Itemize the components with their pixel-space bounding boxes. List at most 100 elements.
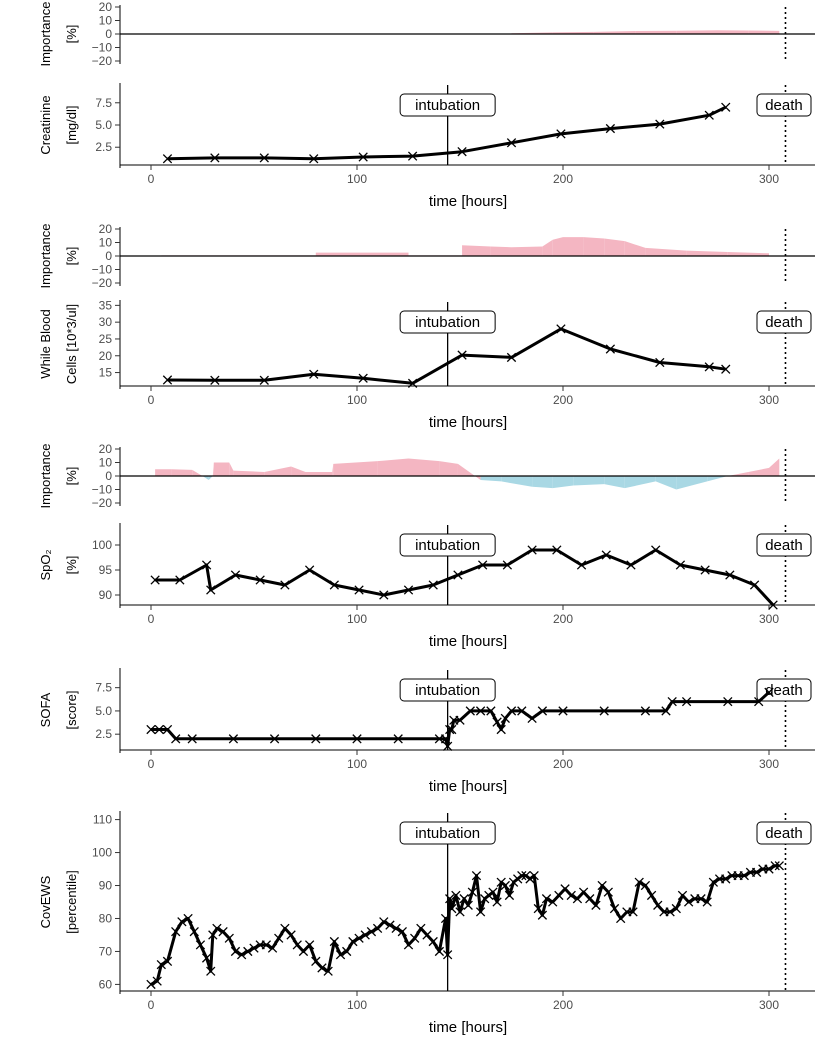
data-point-marker <box>721 364 731 374</box>
y-axis-title-line: CovEWS <box>38 875 53 928</box>
data-point-marker <box>208 930 218 940</box>
marker-stroke <box>309 369 319 379</box>
data-point-marker <box>354 933 364 943</box>
marker-stroke <box>442 741 453 751</box>
marker-stroke <box>475 907 486 917</box>
marker-stroke <box>434 946 445 957</box>
y-axis-title-line: [%] <box>64 556 79 575</box>
y-tick-label: 5.0 <box>95 118 112 132</box>
marker-stroke <box>447 903 457 914</box>
x-tick-label: 100 <box>347 757 367 771</box>
marker-stroke <box>754 696 764 707</box>
death-label: death <box>765 537 803 554</box>
data-point-marker <box>453 570 463 580</box>
marker-stroke <box>471 870 482 881</box>
marker-stroke <box>506 706 517 716</box>
data-point-marker <box>675 560 686 570</box>
marker-stroke <box>335 950 346 960</box>
y-axis-title-line: Cells [10*3/ul] <box>64 304 79 384</box>
data-point-marker <box>447 903 457 914</box>
marker-stroke <box>187 734 197 744</box>
data-point-marker <box>195 940 206 950</box>
marker-stroke <box>206 585 216 595</box>
intubation-label-box <box>399 533 496 557</box>
marker-stroke <box>770 861 780 871</box>
data-point-marker <box>700 565 710 575</box>
data-point-marker <box>407 378 418 388</box>
data-point-marker <box>457 350 467 360</box>
marker-stroke <box>416 923 426 934</box>
marker-stroke <box>684 897 694 907</box>
marker-stroke <box>259 375 269 385</box>
marker-stroke <box>486 706 496 716</box>
data-point-marker <box>640 880 651 891</box>
data-point-marker <box>379 590 389 600</box>
marker-stroke <box>391 923 401 934</box>
marker-stroke <box>517 870 527 881</box>
marker-stroke <box>311 956 321 966</box>
marker-stroke <box>183 913 193 924</box>
marker-stroke <box>212 923 222 934</box>
marker-stroke <box>605 344 616 354</box>
marker-stroke <box>228 734 239 744</box>
data-point-marker <box>506 706 517 716</box>
marker-stroke <box>677 890 688 901</box>
data-point-marker <box>537 910 548 920</box>
x-tick-label: 300 <box>759 393 779 407</box>
y-tick-label: 35 <box>99 298 113 312</box>
importance-area <box>748 467 769 476</box>
importance-area <box>655 476 677 490</box>
marker-stroke <box>152 976 162 986</box>
importance-area <box>480 476 502 482</box>
data-point-marker <box>500 713 510 724</box>
x-axis-title: time [hours] <box>429 1019 507 1036</box>
data-point-marker <box>455 715 465 725</box>
data-point-marker <box>393 734 403 744</box>
marker-stroke <box>360 930 370 940</box>
marker-stroke <box>292 940 302 950</box>
marker-stroke <box>154 724 164 735</box>
data-point-marker <box>243 946 253 957</box>
marker-stroke <box>261 940 272 950</box>
marker-stroke <box>410 933 420 943</box>
data-point-marker <box>329 580 339 590</box>
marker-stroke <box>537 910 548 920</box>
data-point-marker <box>201 560 212 570</box>
marker-stroke <box>529 870 539 881</box>
intubation-label: intubation <box>415 682 480 699</box>
x-axis-title: time [hours] <box>429 414 507 431</box>
marker-stroke <box>311 734 321 744</box>
marker-stroke <box>177 917 187 927</box>
y-tick-label: 80 <box>99 911 113 925</box>
y-tick-label: 100 <box>92 538 112 552</box>
marker-stroke <box>162 154 173 164</box>
marker-stroke <box>447 724 457 735</box>
marker-stroke <box>403 585 414 595</box>
data-point-marker <box>366 927 377 937</box>
data-point-marker <box>162 956 173 966</box>
marker-stroke <box>208 930 218 940</box>
y-tick-label: 90 <box>99 588 113 602</box>
data-point-marker <box>708 877 719 887</box>
marker-stroke <box>162 724 173 735</box>
marker-stroke <box>467 887 478 897</box>
marker-stroke <box>352 734 362 744</box>
marker-stroke <box>725 570 735 580</box>
data-point-marker <box>601 550 611 560</box>
data-point-marker <box>702 897 712 907</box>
y-tick-label: 7.5 <box>95 96 112 110</box>
marker-stroke <box>517 706 527 716</box>
importance-area <box>542 239 553 256</box>
marker-stroke <box>605 123 616 134</box>
data-point-marker <box>467 887 478 897</box>
importance-area <box>377 458 409 476</box>
data-point-marker <box>655 357 665 368</box>
marker-stroke <box>206 966 216 976</box>
data-point-marker <box>754 696 764 707</box>
marker-stroke <box>455 907 465 917</box>
data-point-marker <box>603 887 613 897</box>
marker-stroke <box>428 936 438 947</box>
marker-stroke <box>175 575 185 585</box>
importance-area <box>727 251 769 256</box>
data-point-marker <box>628 907 638 917</box>
